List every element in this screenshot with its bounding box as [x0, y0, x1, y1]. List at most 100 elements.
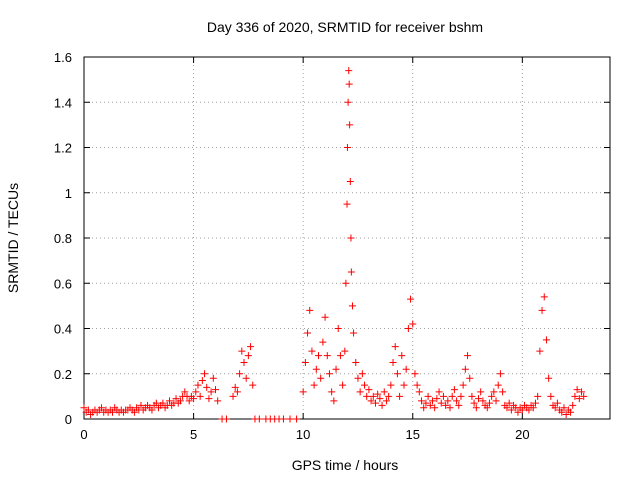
chart-title: Day 336 of 2020, SRMTID for receiver bsh… — [207, 19, 483, 35]
data-point — [494, 381, 502, 389]
data-point — [444, 397, 452, 405]
data-point — [424, 392, 432, 400]
data-point — [411, 370, 419, 378]
data-point — [247, 343, 255, 351]
y-tick-label: 0.2 — [54, 367, 72, 382]
data-point — [571, 392, 579, 400]
data-point — [350, 329, 358, 337]
data-point — [339, 381, 347, 389]
data-point — [345, 67, 353, 75]
grid — [84, 57, 610, 419]
data-point — [418, 397, 426, 405]
data-point — [545, 374, 553, 382]
data-point — [343, 144, 351, 151]
data-point — [165, 397, 173, 405]
data-point — [130, 408, 138, 416]
data-point — [341, 347, 349, 355]
data-point — [547, 392, 555, 400]
data-point — [181, 388, 189, 396]
data-point — [490, 388, 498, 396]
data-point — [422, 399, 430, 407]
data-point — [347, 234, 355, 242]
data-point — [222, 415, 230, 423]
data-point — [80, 404, 88, 412]
data-point — [299, 388, 307, 396]
data-point — [385, 392, 393, 400]
data-point — [448, 392, 456, 400]
data-point — [538, 306, 546, 314]
data-point — [573, 386, 581, 394]
data-point — [407, 295, 415, 303]
data-point — [137, 401, 145, 409]
data-point — [306, 306, 314, 314]
data-point — [431, 404, 439, 412]
data-point — [378, 401, 386, 409]
data-point — [328, 388, 336, 396]
data-point — [194, 381, 202, 389]
x-tick-label: 10 — [296, 427, 310, 442]
data-point — [499, 388, 507, 396]
data-point — [344, 98, 352, 106]
data-point — [404, 325, 412, 332]
data-point — [347, 268, 355, 276]
data-point — [319, 338, 327, 346]
data-point — [231, 383, 239, 391]
data-point — [233, 388, 241, 396]
data-point — [201, 370, 209, 378]
data-point — [371, 399, 379, 407]
data-point — [238, 347, 246, 355]
data-point — [531, 399, 539, 407]
data-point — [323, 352, 331, 360]
data-point — [249, 381, 257, 389]
data-point — [279, 415, 287, 423]
data-point — [562, 410, 570, 418]
y-tick-label: 1.4 — [54, 95, 72, 110]
data-point — [330, 397, 338, 405]
data-point — [236, 370, 244, 378]
data-point — [470, 399, 478, 407]
data-point — [439, 392, 447, 400]
data-point — [540, 293, 548, 301]
data-point — [369, 392, 377, 400]
data-point — [212, 386, 219, 394]
data-point — [461, 365, 469, 373]
data-point — [420, 404, 428, 412]
data-point — [450, 386, 458, 394]
data-point — [346, 121, 354, 129]
data-point — [240, 358, 248, 366]
data-point — [367, 397, 375, 405]
data-point — [505, 399, 513, 407]
y-axis-label: SRMTID / TECUs — [5, 183, 21, 293]
data-point — [393, 370, 401, 378]
data-point — [308, 347, 316, 355]
data-point — [426, 401, 434, 409]
data-point — [214, 397, 222, 405]
data-point — [567, 408, 575, 416]
data-point — [464, 352, 472, 360]
y-tick-label: 0.6 — [54, 276, 72, 291]
x-tick-label: 15 — [406, 427, 420, 442]
data-point — [84, 406, 92, 414]
data-point — [317, 374, 325, 382]
data-point — [365, 386, 373, 394]
data-point — [382, 397, 390, 405]
data-point — [428, 397, 436, 405]
data-point — [321, 313, 329, 321]
data-point — [255, 415, 263, 423]
data-point — [560, 404, 568, 412]
data-point — [433, 395, 441, 403]
data-point — [475, 395, 482, 403]
axis-ticks — [83, 56, 610, 420]
data-point — [185, 397, 193, 405]
data-point — [453, 397, 461, 405]
data-point — [346, 177, 354, 185]
data-point — [203, 383, 211, 391]
data-point — [553, 399, 561, 407]
plot-frame — [83, 56, 611, 420]
data-point — [374, 390, 382, 398]
data-point — [496, 370, 504, 378]
data-point — [551, 404, 559, 412]
data-point — [343, 200, 351, 208]
data-point — [98, 404, 106, 412]
data-point — [342, 279, 350, 287]
